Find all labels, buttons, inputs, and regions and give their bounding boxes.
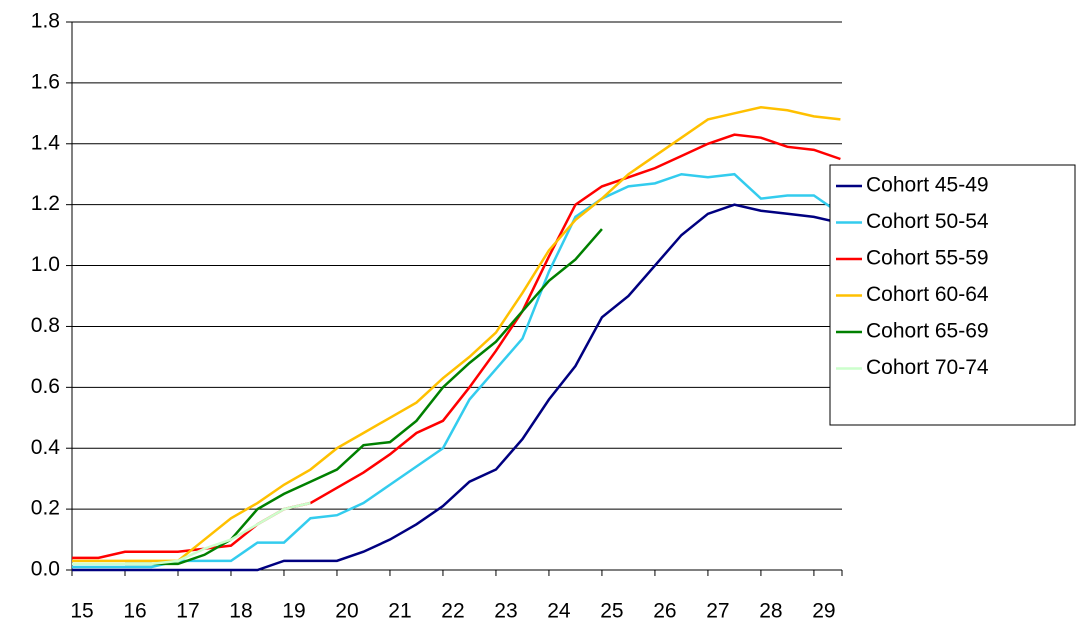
legend-label: Cohort 65-69	[866, 320, 989, 343]
x-tick-label: 23	[494, 600, 517, 623]
x-tick-label: 27	[706, 600, 729, 623]
x-tick-label: 21	[388, 600, 411, 623]
series-line	[72, 501, 311, 566]
legend-label: Cohort 55-59	[866, 247, 989, 270]
x-tick-label: 16	[123, 600, 146, 623]
x-tick-label: 24	[547, 600, 571, 623]
x-tick-label: 19	[282, 600, 305, 623]
x-tick-label: 22	[441, 600, 464, 623]
y-tick-label: 0.2	[31, 497, 60, 520]
x-tick-label: 25	[600, 600, 623, 623]
x-tick-label: 29	[812, 600, 835, 623]
x-tick-label: 20	[335, 600, 358, 623]
x-tick-label: 17	[176, 600, 199, 623]
legend-label: Cohort 70-74	[866, 356, 989, 379]
legend-box	[829, 164, 1076, 426]
legend-label: Cohort 60-64	[866, 283, 989, 306]
series-line	[72, 203, 841, 572]
series-line	[72, 105, 841, 563]
y-tick-label: 1.4	[31, 131, 61, 154]
x-tick-label: 18	[229, 600, 252, 623]
x-tick-label: 15	[70, 600, 93, 623]
x-tick-label: 26	[653, 600, 676, 623]
y-tick-label: 1.8	[31, 10, 60, 33]
y-tick-label: 0.4	[31, 436, 61, 459]
y-tick-label: 1.2	[31, 192, 60, 215]
y-tick-label: 0.6	[31, 375, 60, 398]
y-tick-label: 0.8	[31, 314, 60, 337]
y-tick-label: 1.6	[31, 70, 60, 93]
x-tick-label: 28	[759, 600, 782, 623]
y-tick-label: 1.0	[31, 253, 60, 276]
legend-label: Cohort 50-54	[866, 210, 989, 233]
legend-label: Cohort 45-49	[866, 174, 989, 197]
series-line	[72, 172, 842, 569]
y-tick-label: 0.0	[31, 558, 60, 581]
series-line	[72, 133, 841, 560]
series-line	[124, 228, 603, 566]
